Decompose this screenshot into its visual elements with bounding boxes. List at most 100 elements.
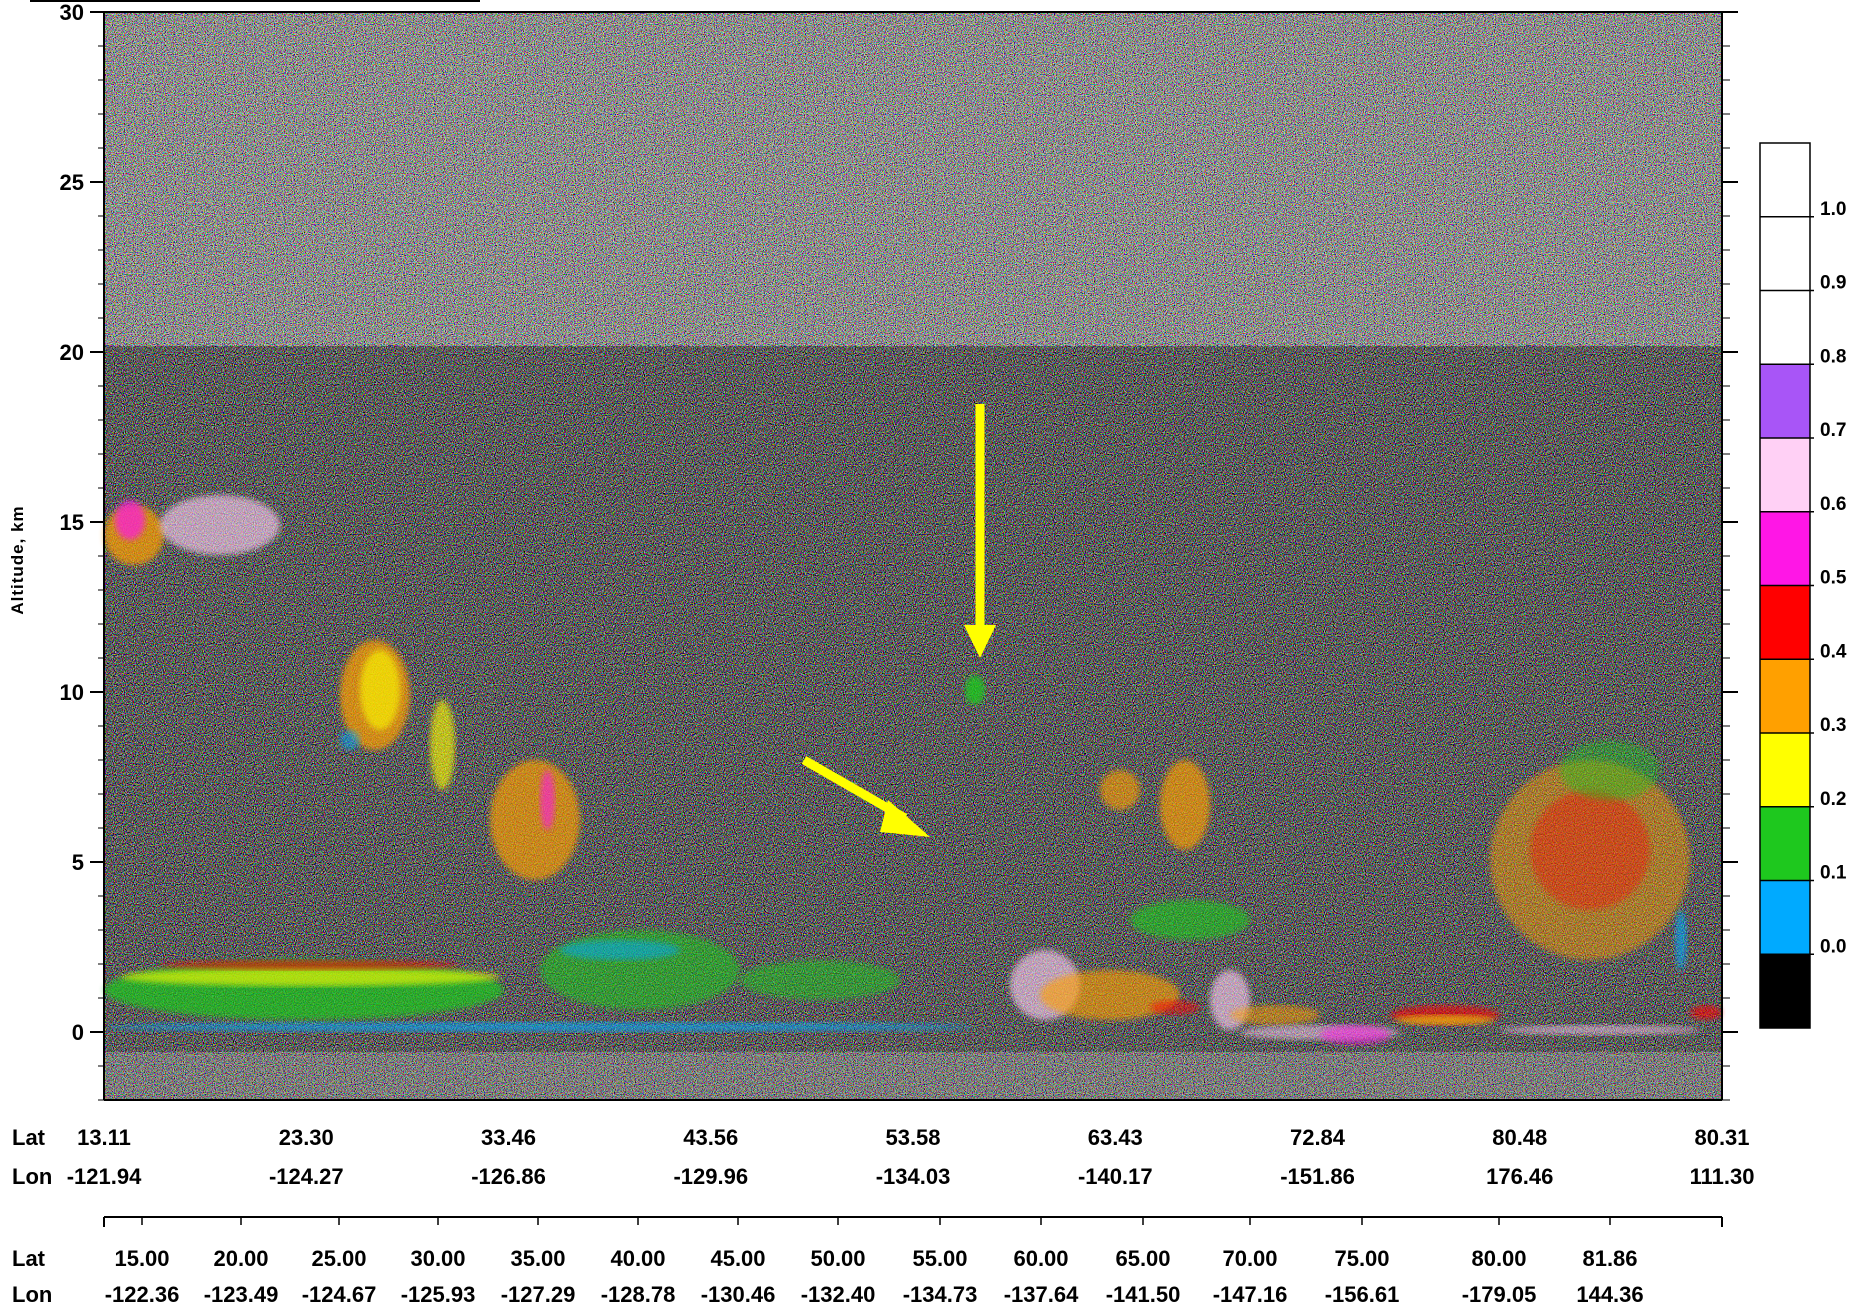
bottom-lat-label: 30.00 (410, 1246, 465, 1271)
cloud-blob (1500, 1025, 1700, 1035)
colorbar-tick-label: 0.9 (1820, 273, 1846, 294)
top-lon-label: 176.46 (1486, 1164, 1553, 1189)
bottom-axis-row-label: Lon (12, 1282, 52, 1307)
colorbar-tick-label: 0.2 (1820, 789, 1846, 810)
bottom-lat-label: 55.00 (912, 1246, 967, 1271)
top-lon-label: -134.03 (876, 1164, 951, 1189)
arrow-diagonal-head (880, 800, 930, 837)
colorbar-swatch (1760, 511, 1810, 586)
arrow-down-head (964, 625, 996, 658)
bottom-lon-label: -147.16 (1213, 1282, 1288, 1307)
bottom-lat-label: 80.00 (1471, 1246, 1526, 1271)
cloud-blob (740, 960, 900, 1000)
bottom-lat-label: 75.00 (1334, 1246, 1389, 1271)
bottom-lon-label: -179.05 (1462, 1282, 1537, 1307)
bottom-lat-label: 70.00 (1222, 1246, 1277, 1271)
bottom-lon-label: -141.50 (1106, 1282, 1181, 1307)
top-lon-label: -121.94 (67, 1164, 142, 1189)
y-tick-label: 30 (60, 0, 84, 25)
y-axis: 0 5 10 15 20 25 30 (60, 0, 1738, 1101)
top-latlon-axis: Lat Lon 13.11 -121.94 23.30 -124.27 33.46 -126.… (12, 1125, 1754, 1189)
top-lat-label: 72.84 (1290, 1125, 1346, 1150)
colorbar-swatch (1760, 659, 1810, 733)
colorbar-swatch (1760, 290, 1810, 365)
top-lat-label: 80.48 (1492, 1125, 1547, 1150)
cloud-blob (160, 495, 280, 555)
bottom-lon-label: 144.36 (1576, 1282, 1643, 1307)
bottom-axis-row-label: Lat (12, 1246, 46, 1271)
colorbar-tick-label: 0.3 (1820, 715, 1846, 736)
colorbar-swatch (1760, 880, 1810, 955)
cloud-blob (1130, 900, 1250, 940)
colorbar-swatch (1760, 364, 1810, 438)
bottom-lat-label: 60.00 (1013, 1246, 1068, 1271)
cloud-blob (540, 770, 555, 830)
colorbar-tick-label: 0.6 (1820, 494, 1846, 515)
cloud-blob (104, 1022, 974, 1032)
bottom-lon-label: -122.36 (105, 1282, 180, 1307)
bottom-lon-label: -124.67 (302, 1282, 377, 1307)
top-lon-label: -126.86 (471, 1164, 546, 1189)
bottom-latlon-axis: Lat Lon 15.00 -122.36 20.00 -123.49 25.00 -124.… (12, 1216, 1723, 1307)
colorbar-tick-label: 0.0 (1820, 936, 1846, 957)
colorbar-swatch (1760, 733, 1810, 807)
colorbar-swatch (1760, 806, 1810, 881)
cloud-blob (1150, 1000, 1200, 1015)
cloud-blob (1690, 1005, 1722, 1020)
colorbar-tick-label: 0.1 (1820, 863, 1847, 884)
cloud-features (104, 495, 1722, 1045)
bottom-lat-label: 20.00 (213, 1246, 268, 1271)
y-tick-label: 25 (60, 170, 84, 195)
cloud-blob (965, 675, 985, 705)
top-lat-label: 53.58 (885, 1125, 940, 1150)
top-lon-label: -129.96 (673, 1164, 748, 1189)
top-lat-label: 43.56 (683, 1125, 738, 1150)
top-lat-label: 13.11 (77, 1125, 131, 1150)
bottom-lat-label: 50.00 (810, 1246, 865, 1271)
cloud-blob (1675, 910, 1687, 970)
bottom-lat-label: 81.86 (1582, 1246, 1637, 1271)
cloud-blob (1530, 790, 1650, 910)
colorbar-tick-label: 1.0 (1820, 199, 1846, 220)
top-lat-label: 33.46 (481, 1125, 536, 1150)
bottom-lon-label: -123.49 (204, 1282, 279, 1307)
y-tick-label: 15 (60, 510, 84, 535)
top-lon-label: -151.86 (1280, 1164, 1355, 1189)
annotation-arrows (801, 404, 996, 837)
top-lat-label: 23.30 (279, 1125, 334, 1150)
colorbar-swatch (1760, 438, 1810, 512)
cloud-blob (490, 760, 580, 880)
bottom-lon-label: -127.29 (501, 1282, 576, 1307)
cloud-blob (1040, 970, 1180, 1020)
cloud-blob (1160, 760, 1210, 850)
top-lon-label: 111.30 (1690, 1164, 1755, 1189)
bottom-lat-label: 65.00 (1115, 1246, 1170, 1271)
colorbar: 1.0 0.9 0.8 0.7 0.6 0.5 0.4 0.3 0.2 0.1 0.0 (1759, 142, 1847, 1029)
bottom-lat-label: 25.00 (311, 1246, 366, 1271)
cloud-blob (560, 940, 680, 960)
bottom-lon-label: -125.93 (401, 1282, 476, 1307)
colorbar-tick-label: 0.4 (1820, 641, 1847, 662)
surface-band (104, 1052, 1722, 1100)
y-tick-label: 5 (72, 850, 84, 875)
colorbar-tick-label: 0.8 (1820, 346, 1846, 367)
cloud-blob (120, 968, 500, 986)
colorbar-tick-label: 0.7 (1820, 420, 1846, 441)
cloud-blob (1100, 770, 1140, 810)
bottom-lon-label: -134.73 (903, 1282, 978, 1307)
cloud-blob (1230, 1005, 1320, 1025)
bottom-lon-label: -128.78 (601, 1282, 676, 1307)
cloud-blob (430, 700, 455, 790)
bottom-lat-label: 45.00 (710, 1246, 765, 1271)
cloud-blob (160, 960, 460, 970)
cloud-blob (360, 650, 400, 730)
top-lon-label: -124.27 (269, 1164, 344, 1189)
y-tick-label: 10 (60, 680, 84, 705)
bottom-lat-label: 40.00 (610, 1246, 665, 1271)
bottom-lon-label: -156.61 (1325, 1282, 1400, 1307)
colorbar-swatch (1760, 216, 1810, 291)
colorbar-swatch (1760, 585, 1810, 660)
bottom-lon-label: -130.46 (701, 1282, 776, 1307)
y-tick-label: 20 (60, 340, 84, 365)
